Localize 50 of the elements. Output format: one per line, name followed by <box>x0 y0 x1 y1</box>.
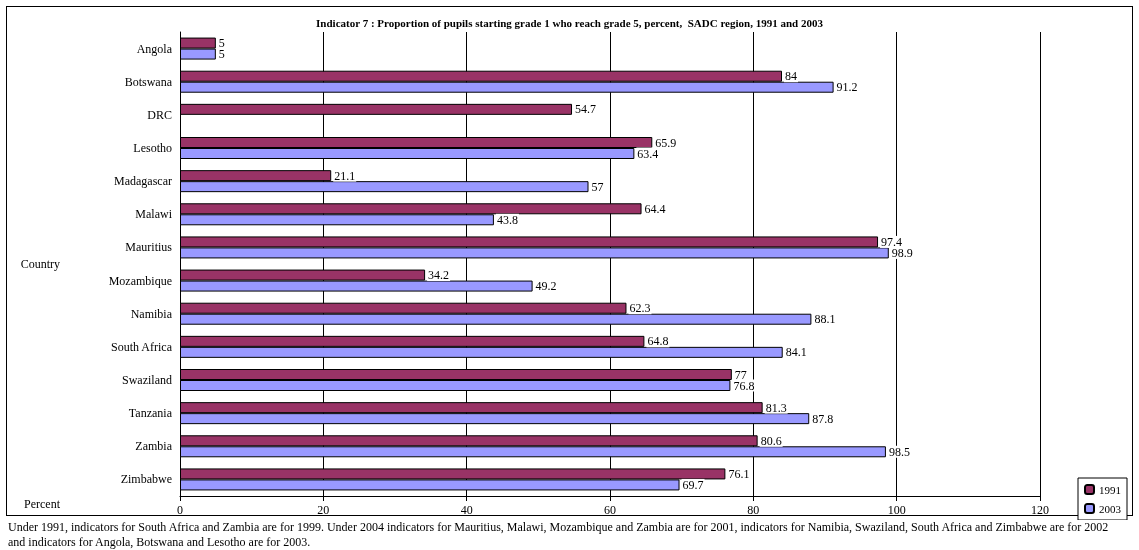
data-label: 84.1 <box>785 345 807 360</box>
data-label: 91.2 <box>836 80 858 95</box>
data-label: 87.8 <box>812 411 834 426</box>
data-label: 63.4 <box>637 146 659 161</box>
data-label: 84 <box>785 69 797 84</box>
y-tick-label: Zambia <box>135 439 173 454</box>
data-label: 62.3 <box>629 301 651 316</box>
data-label: 54.7 <box>575 102 597 117</box>
y-tick-label: Mauritius <box>125 240 173 255</box>
legend-label: 1991 <box>1099 483 1121 496</box>
y-tick-label: Botswana <box>124 74 173 89</box>
data-label: 76.1 <box>728 466 750 481</box>
data-label: 97.4 <box>881 234 903 249</box>
y-tick-label: Tanzania <box>128 406 173 421</box>
x-tick-label: 100 <box>887 503 906 517</box>
data-label: 76.8 <box>733 378 755 393</box>
text: Under 1991, indicators for South Africa and Zambia are for 1999. Under 2004 indicators for Mauritius, Malawi, Mozambique and Zambia are for 2001, indicators for Namibia, Swaziland, South Africa and Zimbabwe are for 2002 and indicators for Angola, Botswana and Lesotho are for 2003. <box>8 520 1110 550</box>
x-axis-title: Percent <box>24 497 61 511</box>
data-label: 80.6 <box>760 433 782 448</box>
x-tick-label: 80 <box>747 503 760 517</box>
data-label: 49.2 <box>535 279 557 294</box>
data-label: 69.7 <box>682 477 704 492</box>
data-label: 98.9 <box>891 245 913 260</box>
legend-label: 2003 <box>1099 502 1122 515</box>
data-label: 34.2 <box>428 268 450 283</box>
y-tick-label: DRC <box>147 107 172 122</box>
data-label: 88.1 <box>814 312 836 327</box>
x-tick-label: 0 <box>177 503 183 517</box>
y-tick-label: Namibia <box>130 306 173 321</box>
data-label: 81.3 <box>765 400 787 415</box>
y-axis-title: Country <box>20 257 60 271</box>
x-tick-label: 120 <box>1031 503 1049 517</box>
y-tick-label: Zimbabwe <box>120 472 172 487</box>
y-tick-label: Swaziland <box>122 373 172 387</box>
y-tick-label: Angola <box>136 41 173 56</box>
data-label: 43.8 <box>496 212 518 227</box>
x-tick-label: 20 <box>317 503 330 517</box>
data-label: 64.8 <box>647 334 669 349</box>
data-label: 57 <box>591 179 604 194</box>
data-label: 21.1 <box>334 168 356 183</box>
data-label: 64.4 <box>644 201 666 216</box>
y-tick-label: South Africa <box>111 339 173 354</box>
x-tick-label: 40 <box>460 503 473 517</box>
y-tick-label: Lesotho <box>133 141 172 155</box>
y-tick-label: Mozambique <box>108 273 172 288</box>
x-tick-label: 60 <box>604 503 616 517</box>
chart-title: Indicator 7 : Proportion of pupils starting grade 1 who reach grade 5, percent, SADC region, 1991 and 2003 <box>316 16 824 29</box>
y-tick-label: Malawi <box>135 207 173 222</box>
data-label: 98.5 <box>888 444 910 459</box>
y-tick-label: Madagascar <box>114 174 172 189</box>
